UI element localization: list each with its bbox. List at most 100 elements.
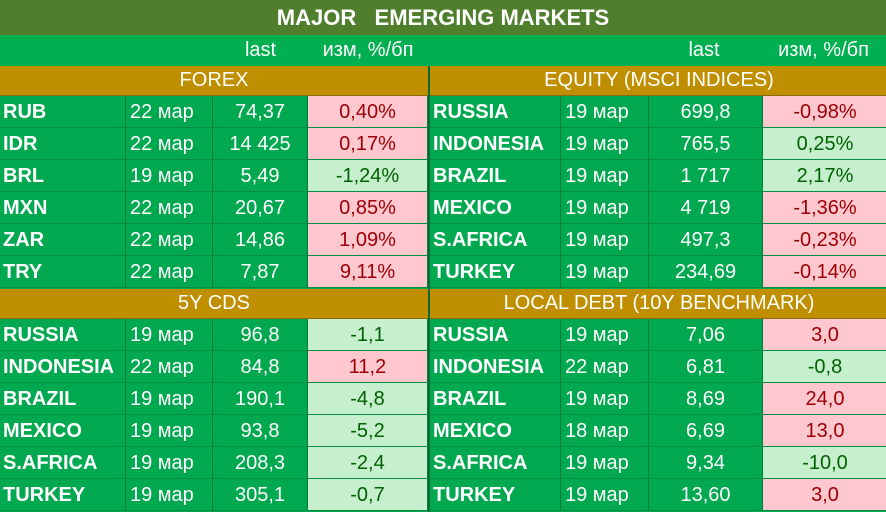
cell-name: INDONESIA <box>430 128 561 160</box>
cell-name: MEXICO <box>430 192 561 224</box>
cell-last: 84,8 <box>213 351 308 383</box>
cell-change: 24,0 <box>763 383 886 415</box>
cell-last: 6,69 <box>649 415 763 447</box>
table-row: MEXICO 19 мар 4 719 -1,36% <box>430 192 886 224</box>
table-row: MEXICO 19 мар 93,8 -5,2 <box>0 415 428 447</box>
table-row: RUB 22 мар 74,37 0,40% <box>0 96 428 128</box>
table-row: TURKEY 19 мар 305,1 -0,7 <box>0 479 428 511</box>
cell-change: -5,2 <box>308 415 428 447</box>
cell-name: TURKEY <box>0 479 126 511</box>
cell-last: 93,8 <box>213 415 308 447</box>
cell-change: -1,24% <box>308 160 428 192</box>
cell-date: 19 мар <box>561 224 649 256</box>
table-row: BRL 19 мар 5,49 -1,24% <box>0 160 428 192</box>
cell-change: 11,2 <box>308 351 428 383</box>
cell-name: S.AFRICA <box>0 447 126 479</box>
cell-change: -2,4 <box>308 447 428 479</box>
cell-change: -0,14% <box>763 256 886 288</box>
column-header-change: изм, %/бп <box>322 39 414 61</box>
table-row: BRAZIL 19 мар 190,1 -4,8 <box>0 383 428 415</box>
cell-date: 19 мар <box>561 192 649 224</box>
cell-name: BRAZIL <box>430 383 561 415</box>
cell-last: 7,87 <box>213 256 308 288</box>
cell-date: 22 мар <box>126 128 213 160</box>
table-row: S.AFRICA 19 мар 497,3 -0,23% <box>430 224 886 256</box>
cell-date: 19 мар <box>561 96 649 128</box>
cell-name: MEXICO <box>430 415 561 447</box>
table-row: TURKEY 19 мар 234,69 -0,14% <box>430 256 886 288</box>
cell-last: 5,49 <box>213 160 308 192</box>
table-row: TURKEY 19 мар 13,60 3,0 <box>430 479 886 511</box>
cell-name: MXN <box>0 192 126 224</box>
cell-last: 14,86 <box>213 224 308 256</box>
cell-date: 22 мар <box>126 224 213 256</box>
cell-last: 699,8 <box>649 96 763 128</box>
cell-change: -0,8 <box>763 351 886 383</box>
table-row: S.AFRICA 19 мар 9,34 -10,0 <box>430 447 886 479</box>
cell-date: 18 мар <box>561 415 649 447</box>
cell-last: 9,34 <box>649 447 763 479</box>
cell-date: 19 мар <box>126 415 213 447</box>
column-header-change: изм, %/бп <box>778 39 869 61</box>
panel-divider <box>428 66 430 512</box>
cell-change: 3,0 <box>763 319 886 351</box>
cell-last: 20,67 <box>213 192 308 224</box>
table-row: S.AFRICA 19 мар 208,3 -2,4 <box>0 447 428 479</box>
cell-change: 0,25% <box>763 128 886 160</box>
table-row: IDR 22 мар 14 425 0,17% <box>0 128 428 160</box>
column-header-last: last <box>688 39 720 61</box>
cell-last: 234,69 <box>649 256 763 288</box>
cell-date: 19 мар <box>561 479 649 511</box>
cell-date: 22 мар <box>126 351 213 383</box>
cell-change: 1,09% <box>308 224 428 256</box>
cell-name: RUB <box>0 96 126 128</box>
cell-name: INDONESIA <box>0 351 126 383</box>
table-row: BRAZIL 19 мар 1 717 2,17% <box>430 160 886 192</box>
table-row: RUSSIA 19 мар 7,06 3,0 <box>430 319 886 351</box>
cell-date: 19 мар <box>561 447 649 479</box>
table-row: ZAR 22 мар 14,86 1,09% <box>0 224 428 256</box>
cell-last: 208,3 <box>213 447 308 479</box>
table-row: MXN 22 мар 20,67 0,85% <box>0 192 428 224</box>
cell-name: RUSSIA <box>430 319 561 351</box>
cell-last: 1 717 <box>649 160 763 192</box>
cell-last: 190,1 <box>213 383 308 415</box>
panel-cds: 5Y CDS RUSSIA 19 мар 96,8 -1,1 INDONESIA 22 ма… <box>0 289 428 511</box>
cell-last: 14 425 <box>213 128 308 160</box>
panel-equity: EQUITY (MSCI INDICES) RUSSIA 19 мар 699,8 -0… <box>430 66 886 288</box>
column-header-left: last изм, %/бп <box>0 35 428 66</box>
cell-date: 19 мар <box>126 160 213 192</box>
cell-date: 19 мар <box>126 319 213 351</box>
cell-name: TURKEY <box>430 256 561 288</box>
cell-last: 497,3 <box>649 224 763 256</box>
table-row: RUSSIA 19 мар 96,8 -1,1 <box>0 319 428 351</box>
cell-name: S.AFRICA <box>430 224 561 256</box>
cell-last: 13,60 <box>649 479 763 511</box>
column-header-last: last <box>244 39 277 61</box>
cell-date: 22 мар <box>126 192 213 224</box>
cell-name: RUSSIA <box>0 319 126 351</box>
cell-change: 0,40% <box>308 96 428 128</box>
cell-date: 19 мар <box>561 128 649 160</box>
cell-last: 74,37 <box>213 96 308 128</box>
table-row: INDONESIA 22 мар 84,8 11,2 <box>0 351 428 383</box>
table-row: MEXICO 18 мар 6,69 13,0 <box>430 415 886 447</box>
cell-change: -1,1 <box>308 319 428 351</box>
cell-date: 19 мар <box>126 447 213 479</box>
cell-last: 4 719 <box>649 192 763 224</box>
column-header-right: last изм, %/бп <box>428 35 886 66</box>
cell-date: 19 мар <box>561 383 649 415</box>
panel-title: 5Y CDS <box>0 289 428 319</box>
cell-change: 0,85% <box>308 192 428 224</box>
cell-change: 2,17% <box>763 160 886 192</box>
cell-date: 19 мар <box>561 256 649 288</box>
cell-change: -10,0 <box>763 447 886 479</box>
table-row: BRAZIL 19 мар 8,69 24,0 <box>430 383 886 415</box>
cell-name: IDR <box>0 128 126 160</box>
cell-date: 19 мар <box>561 319 649 351</box>
panel-forex: FOREX RUB 22 мар 74,37 0,40% IDR 22 мар 14 425 0… <box>0 66 428 288</box>
panel-title: EQUITY (MSCI INDICES) <box>430 66 886 96</box>
table-row: RUSSIA 19 мар 699,8 -0,98% <box>430 96 886 128</box>
cell-date: 22 мар <box>561 351 649 383</box>
cell-change: -1,36% <box>763 192 886 224</box>
